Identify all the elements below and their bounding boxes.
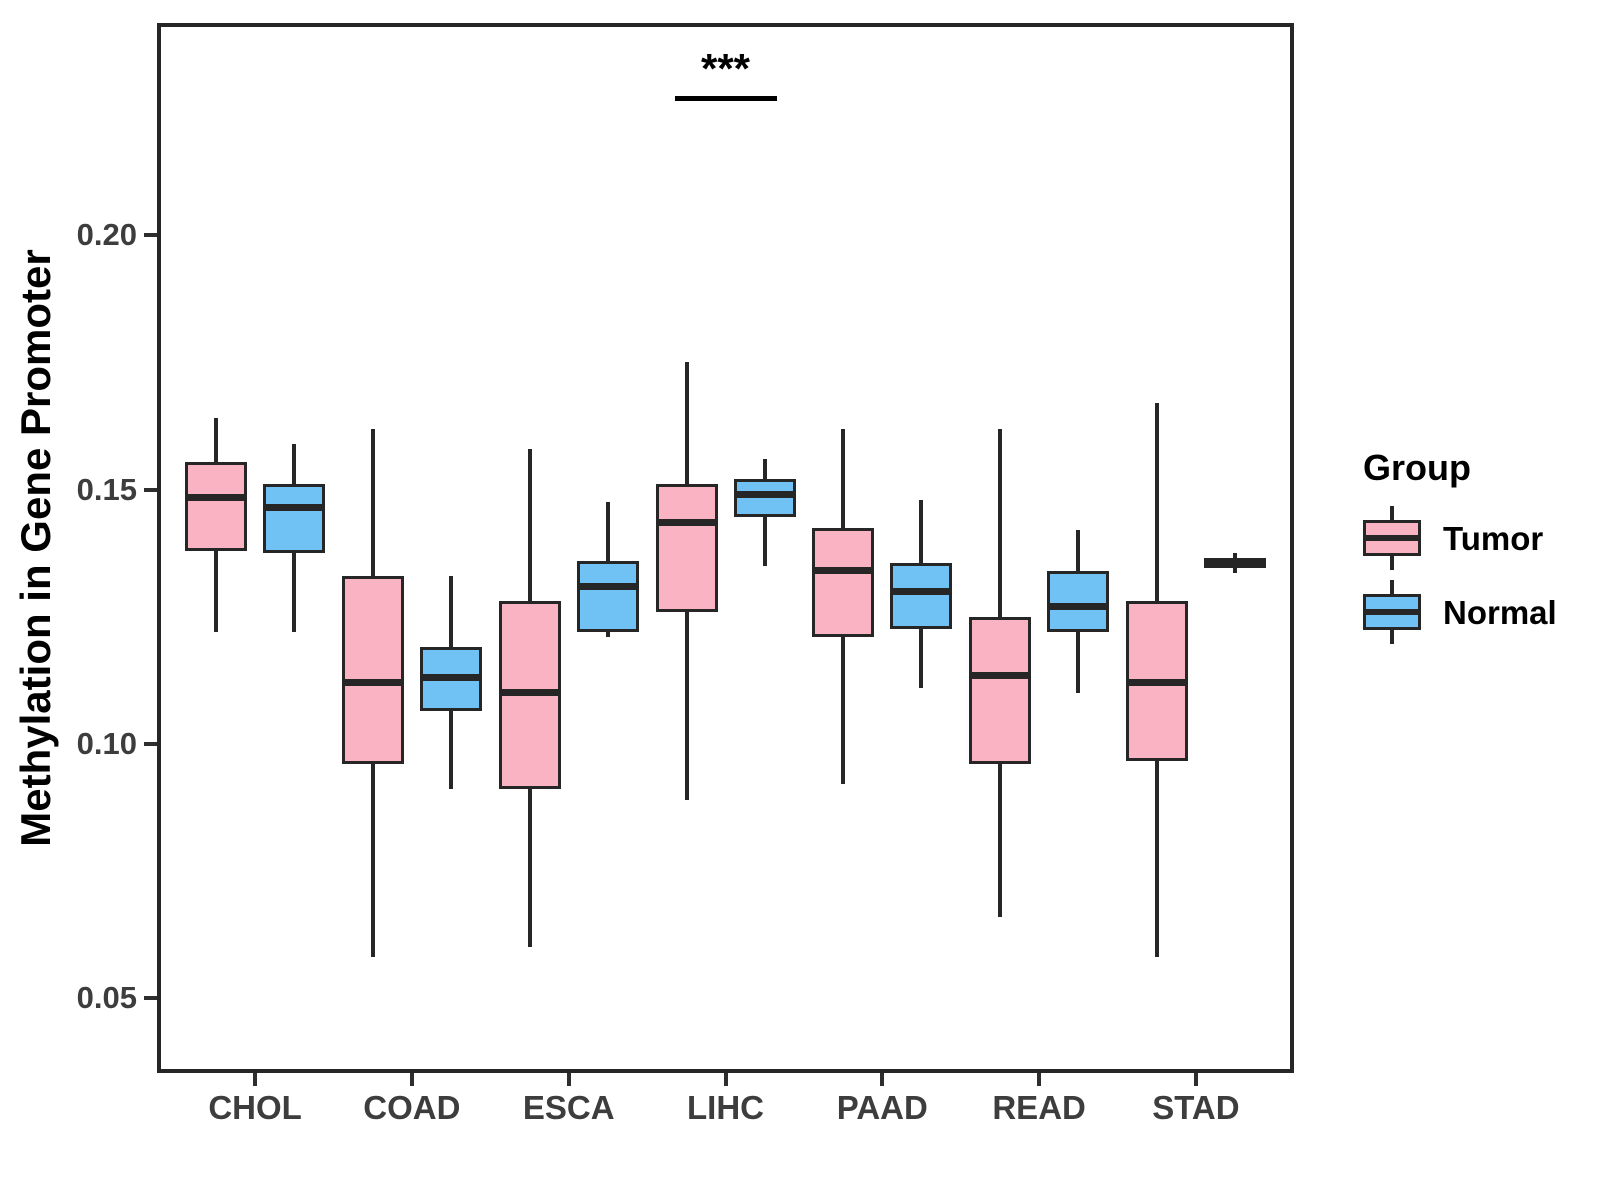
y-tick-label: 0.20 — [76, 217, 137, 253]
x-tick-mark — [1037, 1073, 1042, 1086]
legend: Group Tumor Normal — [1363, 450, 1557, 644]
x-tick-mark — [723, 1073, 728, 1086]
significance-bracket — [674, 95, 777, 101]
y-tick-label: 0.05 — [76, 979, 137, 1015]
median-line — [733, 491, 796, 499]
x-tick-label: COAD — [363, 1089, 461, 1126]
median-line — [655, 519, 718, 527]
boxplot-box — [263, 484, 326, 554]
legend-items: Tumor Normal — [1363, 506, 1557, 644]
y-tick-mark — [144, 995, 157, 1000]
y-tick-label: 0.15 — [76, 471, 137, 507]
x-tick-label: CHOL — [208, 1089, 302, 1126]
median-line — [969, 671, 1032, 679]
median-line — [263, 503, 326, 511]
x-tick-label: STAD — [1152, 1089, 1240, 1126]
median-line — [1047, 602, 1110, 610]
x-tick-mark — [253, 1073, 258, 1086]
x-tick-mark — [880, 1073, 885, 1086]
x-tick-label: LIHC — [687, 1089, 764, 1126]
legend-glyph-median — [1363, 535, 1421, 541]
boxplot-box — [890, 563, 953, 630]
y-tick-mark — [144, 233, 157, 238]
boxplot-box — [185, 461, 248, 551]
legend-item-label: Tumor — [1443, 519, 1544, 557]
median-line — [498, 689, 561, 697]
legend-item-label: Normal — [1443, 593, 1557, 631]
median-line — [185, 493, 248, 501]
x-tick-label: ESCA — [522, 1089, 615, 1126]
x-tick-mark — [409, 1073, 414, 1086]
x-tick-label: PAAD — [836, 1089, 928, 1126]
plot-panel: *** — [157, 23, 1294, 1073]
median-line — [1125, 679, 1188, 687]
legend-title: Group — [1363, 447, 1471, 488]
legend-item: Normal — [1363, 580, 1557, 644]
boxplot-box — [733, 479, 796, 518]
median-line — [890, 587, 953, 595]
median-line — [812, 567, 875, 575]
boxplot-box — [576, 560, 639, 632]
legend-glyph-median — [1363, 609, 1421, 615]
y-tick-mark — [144, 741, 157, 746]
x-tick-mark — [566, 1073, 571, 1086]
median-line — [419, 674, 482, 682]
y-tick-label: 0.10 — [76, 725, 137, 761]
median-line — [576, 582, 639, 590]
boxplot-box — [812, 527, 875, 637]
legend-boxplot-glyph — [1363, 580, 1421, 644]
legend-item: Tumor — [1363, 506, 1557, 570]
x-tick-label: READ — [992, 1089, 1086, 1126]
median-line — [1203, 559, 1266, 567]
boxplot-box — [1047, 570, 1110, 632]
boxplot-box — [341, 575, 404, 765]
boxplot-box — [969, 616, 1032, 764]
y-tick-mark — [144, 487, 157, 492]
significance-stars: *** — [700, 44, 751, 92]
x-tick-mark — [1193, 1073, 1198, 1086]
boxplot-box — [655, 484, 718, 612]
median-line — [341, 679, 404, 687]
legend-boxplot-glyph — [1363, 506, 1421, 570]
